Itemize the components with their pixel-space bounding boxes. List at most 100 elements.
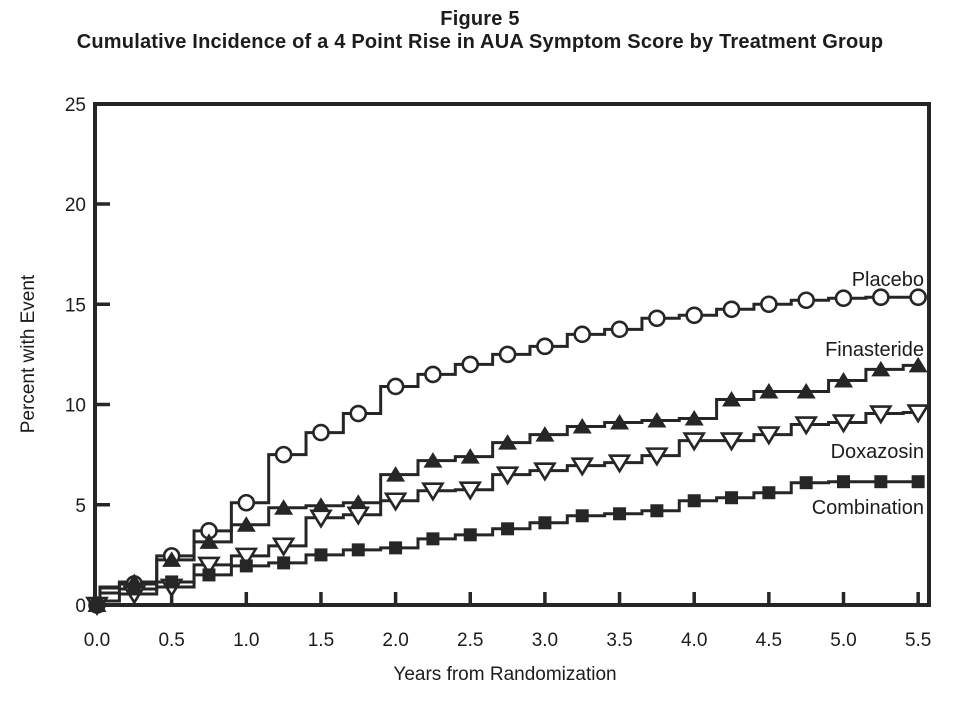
marker-combination (687, 494, 701, 508)
marker-doxazosin (794, 416, 818, 436)
marker-combination (650, 504, 664, 518)
x-tick-label: 4.5 (756, 630, 782, 651)
marker-placebo (760, 295, 778, 314)
marker-finasteride (236, 516, 256, 532)
marker-combination (90, 598, 104, 612)
marker-doxazosin (607, 454, 632, 474)
series-label-doxazosin: Doxazosin (831, 441, 924, 463)
y-tick-label: 25 (65, 95, 86, 116)
marker-combination (837, 475, 850, 489)
marker-doxazosin (869, 405, 893, 425)
marker-combination (426, 532, 440, 546)
marker-finasteride (759, 382, 779, 399)
y-tick-label: 20 (65, 195, 86, 216)
marker-doxazosin (383, 492, 408, 512)
marker-finasteride (199, 533, 219, 549)
x-tick-label: 3.0 (532, 630, 558, 651)
marker-finasteride (908, 356, 928, 373)
marker-combination (762, 486, 776, 500)
marker-doxazosin (421, 482, 445, 502)
marker-doxazosin (757, 426, 781, 446)
marker-combination (389, 541, 403, 555)
marker-placebo (461, 355, 480, 374)
marker-combination (799, 476, 813, 490)
marker-combination (351, 543, 365, 557)
marker-doxazosin (533, 462, 557, 482)
marker-finasteride (871, 360, 891, 377)
marker-finasteride (274, 499, 294, 515)
x-tick-label: 5.5 (905, 630, 931, 651)
marker-doxazosin (682, 432, 707, 452)
marker-doxazosin (234, 547, 259, 567)
marker-finasteride (535, 426, 555, 442)
marker-placebo (312, 423, 330, 442)
marker-finasteride (647, 412, 667, 428)
x-tick-label: 3.5 (606, 630, 632, 651)
y-tick-label: 0 (75, 596, 86, 617)
marker-placebo (573, 325, 592, 344)
marker-placebo (349, 404, 368, 423)
figure-title-line1: Figure 5 (440, 8, 520, 30)
marker-placebo (610, 320, 629, 339)
series-path-finasteride (97, 363, 923, 607)
marker-placebo (685, 306, 704, 325)
chart-static-labels: Percent with Event Years from Randomizat… (18, 269, 924, 685)
marker-placebo (722, 300, 741, 319)
marker-finasteride (834, 371, 853, 388)
series-path-combination (97, 480, 923, 607)
marker-combination (277, 556, 291, 570)
x-tick-label: 2.0 (382, 630, 408, 651)
marker-placebo (536, 337, 554, 356)
marker-doxazosin (309, 509, 333, 529)
marker-doxazosin (271, 537, 296, 557)
marker-placebo (237, 493, 256, 512)
marker-combination (127, 582, 141, 596)
y-tick-label: 5 (75, 496, 86, 517)
marker-placebo (386, 377, 405, 396)
marker-placebo (498, 345, 517, 364)
plot-border (93, 102, 931, 607)
x-tick-label: 5.0 (830, 630, 856, 651)
x-tick-label: 2.5 (457, 630, 483, 651)
series-label-finasteride: Finasteride (825, 339, 924, 361)
marker-combination (463, 528, 477, 542)
marker-combination (202, 568, 216, 582)
y-tick-label: 10 (65, 396, 86, 417)
marker-finasteride (460, 448, 480, 464)
marker-combination (501, 522, 515, 536)
y-axis-title: Percent with Event (18, 274, 39, 433)
x-tick-label: 0.5 (158, 630, 184, 651)
x-tick-label: 4.0 (681, 630, 707, 651)
marker-combination (613, 507, 627, 521)
figure-title: Figure 5 Cumulative Incidence of a 4 Poi… (0, 8, 960, 54)
marker-placebo (274, 445, 293, 464)
marker-placebo (909, 288, 927, 307)
marker-placebo (424, 365, 442, 384)
marker-placebo (648, 309, 666, 328)
marker-combination (874, 475, 888, 489)
marker-placebo (797, 291, 815, 310)
marker-placebo (834, 289, 853, 308)
marker-finasteride (348, 494, 368, 510)
series-path-placebo (97, 295, 923, 607)
x-tick-label: 1.5 (308, 630, 334, 651)
x-tick-label: 1.0 (233, 630, 259, 651)
marker-finasteride (684, 410, 704, 426)
marker-doxazosin (346, 506, 371, 526)
marker-combination (314, 548, 328, 562)
marker-doxazosin (495, 466, 520, 486)
marker-combination (725, 491, 739, 505)
marker-combination (538, 516, 552, 530)
y-tick-label: 15 (65, 295, 86, 316)
marker-placebo (872, 288, 890, 307)
marker-finasteride (386, 466, 406, 482)
marker-finasteride (722, 390, 742, 407)
marker-combination (575, 509, 589, 523)
marker-doxazosin (831, 414, 856, 434)
marker-doxazosin (570, 457, 595, 477)
marker-combination (239, 559, 253, 573)
marker-finasteride (162, 551, 182, 567)
marker-doxazosin (197, 556, 221, 576)
